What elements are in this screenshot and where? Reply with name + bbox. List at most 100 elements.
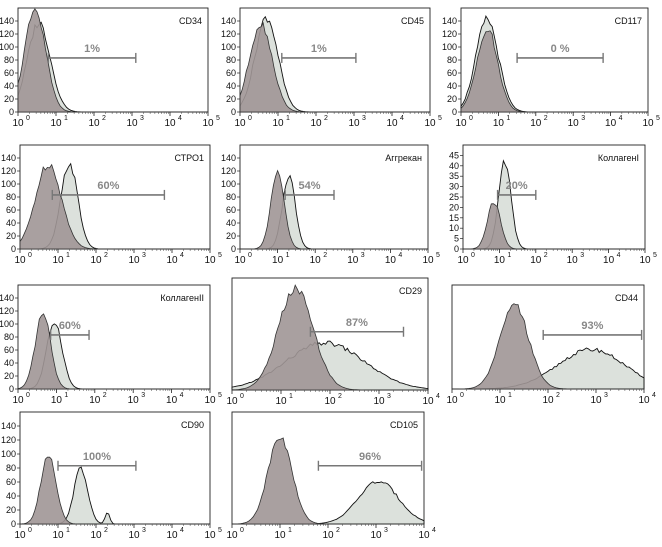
x-tick-exponent: 3 [142, 252, 146, 259]
x-tick-label: 10 [567, 255, 579, 266]
marker-title: CD117 [615, 16, 642, 26]
marker-title: СТРО1 [174, 153, 204, 163]
marker-title: CD29 [399, 286, 422, 296]
percent-label: 1% [84, 43, 100, 55]
x-tick-label: 10 [494, 255, 506, 266]
x-tick-label: 10 [310, 255, 322, 266]
marker-title: CD34 [179, 16, 202, 26]
x-tick-exponent: 3 [142, 527, 146, 534]
control-histogram [19, 456, 210, 525]
x-tick-label: 10 [274, 530, 286, 541]
y-tick-label: 140 [0, 16, 14, 26]
x-tick-label: 10 [494, 395, 506, 406]
x-tick-label: 10 [90, 255, 102, 266]
y-tick-label: 60 [6, 477, 16, 487]
x-tick-exponent: 0 [469, 115, 473, 122]
y-tick-label: 0 [231, 107, 236, 117]
x-tick-exponent: 5 [436, 252, 440, 259]
y-tick-label: 40 [449, 161, 459, 171]
x-tick-exponent: 2 [103, 392, 107, 399]
x-tick-label: 10 [603, 255, 615, 266]
x-tick-label: 10 [88, 118, 100, 129]
x-tick-label: 10 [446, 395, 458, 406]
x-tick-exponent: 3 [361, 252, 365, 259]
y-tick-label: 120 [1, 435, 16, 445]
y-tick-label: 20 [447, 94, 457, 104]
x-tick-exponent: 0 [240, 527, 244, 534]
x-tick-label: 10 [272, 255, 284, 266]
y-tick-label: 40 [6, 218, 16, 228]
x-tick-exponent: 0 [28, 252, 32, 259]
x-tick-label: 10 [639, 255, 651, 266]
x-tick-exponent: 1 [506, 115, 510, 122]
y-tick-label: 100 [1, 449, 16, 459]
x-tick-exponent: 4 [432, 527, 436, 534]
x-tick-label: 10 [166, 255, 178, 266]
x-tick-label: 10 [50, 118, 62, 129]
x-tick-exponent: 4 [619, 115, 623, 122]
x-tick-label: 10 [493, 118, 505, 129]
x-tick-label: 10 [128, 530, 140, 541]
x-tick-exponent: 5 [218, 252, 222, 259]
y-tick-label: 120 [1, 166, 16, 176]
x-tick-label: 10 [51, 395, 63, 406]
x-tick-exponent: 0 [28, 527, 32, 534]
y-tick-label: 5 [454, 234, 459, 244]
x-tick-label: 10 [605, 118, 617, 129]
x-tick-exponent: 4 [398, 252, 402, 259]
x-tick-exponent: 0 [248, 252, 252, 259]
y-tick-label: 60 [4, 345, 14, 355]
y-tick-label: 40 [4, 358, 14, 368]
control-histogram [17, 8, 208, 113]
x-tick-exponent: 0 [248, 115, 252, 122]
y-tick-label: 120 [442, 29, 457, 39]
x-tick-exponent: 1 [288, 527, 292, 534]
x-tick-exponent: 5 [438, 115, 442, 122]
x-tick-label: 10 [324, 396, 336, 407]
y-tick-label: 100 [442, 42, 457, 52]
x-tick-exponent: 4 [180, 252, 184, 259]
control-histogram [452, 303, 644, 390]
x-tick-label: 10 [424, 118, 436, 129]
x-tick-label: 10 [422, 396, 434, 407]
y-tick-label: 120 [221, 29, 236, 39]
x-tick-label: 10 [370, 530, 382, 541]
y-tick-label: 0 [452, 107, 457, 117]
x-tick-label: 10 [226, 396, 238, 407]
y-tick-label: 0 [454, 244, 459, 254]
x-tick-label: 10 [272, 118, 284, 129]
y-tick-label: 120 [0, 29, 14, 39]
y-tick-label: 20 [6, 231, 16, 241]
y-tick-label: 80 [4, 55, 14, 65]
x-tick-label: 10 [457, 255, 469, 266]
x-tick-exponent: 4 [180, 392, 184, 399]
x-tick-exponent: 2 [102, 115, 106, 122]
x-tick-exponent: 0 [26, 115, 30, 122]
x-tick-exponent: 0 [471, 252, 475, 259]
x-tick-exponent: 3 [604, 392, 608, 399]
marker-title: Аггрекан [385, 153, 422, 163]
y-tick-label: 40 [6, 491, 16, 501]
y-tick-label: 100 [221, 42, 236, 52]
y-tick-label: 20 [226, 231, 236, 241]
x-tick-exponent: 2 [323, 252, 327, 259]
percent-label: 100% [83, 451, 111, 463]
x-tick-exponent: 5 [216, 115, 220, 122]
percent-label: 93% [581, 320, 603, 332]
marker-title: CD90 [181, 420, 204, 430]
y-tick-label: 30 [449, 182, 459, 192]
x-tick-exponent: 2 [556, 392, 560, 399]
x-tick-exponent: 3 [141, 392, 145, 399]
x-tick-exponent: 2 [104, 527, 108, 534]
marker-title: КоллагенI [598, 153, 639, 163]
y-tick-label: 15 [449, 213, 459, 223]
percent-label: 0 % [551, 43, 570, 55]
control-histogram [231, 437, 424, 525]
y-tick-label: 20 [6, 505, 16, 515]
y-tick-label: 40 [4, 81, 14, 91]
